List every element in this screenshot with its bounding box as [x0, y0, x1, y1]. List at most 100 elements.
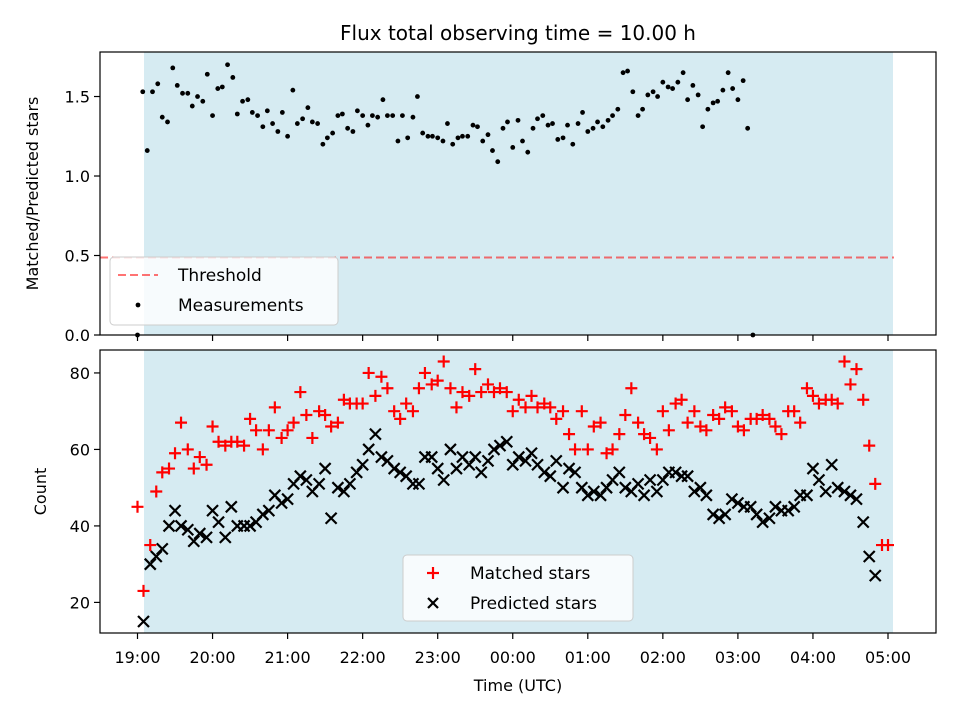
predicted-star-point	[500, 435, 514, 449]
top-legend-box	[109, 256, 339, 326]
measurement-point	[270, 121, 275, 126]
predicted-star-point	[787, 500, 801, 514]
matched-star-point	[206, 420, 219, 433]
matched-star-point	[456, 386, 469, 399]
top-x-ticks	[136, 335, 889, 341]
x-tick-label: 21:00	[265, 648, 311, 667]
predicted-star-point	[831, 481, 844, 494]
bottom-y-tick-label: 20	[70, 593, 90, 612]
matched-star-point	[131, 500, 144, 513]
measurement-point	[475, 124, 480, 130]
measurement-point	[520, 138, 525, 144]
x-tick-label: 02:00	[640, 648, 686, 667]
measurement-point	[480, 138, 486, 144]
matched-star-point	[844, 378, 857, 391]
predicted-star-point	[862, 550, 876, 563]
predicted-star-point	[543, 469, 557, 483]
measurement-point	[290, 87, 296, 93]
predicted-star-point	[481, 454, 495, 468]
matched-star-point	[794, 416, 807, 429]
matched-star-point	[300, 409, 313, 422]
predicted-star-point	[444, 443, 457, 456]
matched-star-point	[175, 416, 188, 429]
predicted-star-point	[369, 427, 382, 441]
matched-star-point	[806, 389, 819, 402]
predicted-star-point	[637, 489, 651, 502]
measurement-point	[540, 113, 546, 118]
matched-star-point	[231, 435, 244, 448]
measurement-point	[140, 89, 146, 95]
matched-star-point	[187, 462, 200, 475]
matched-stars-points	[131, 355, 894, 597]
matched-star-point	[238, 439, 251, 452]
measurement-point	[345, 125, 351, 131]
matched-star-point	[587, 420, 600, 433]
predicted-star-point	[350, 466, 363, 479]
predicted-star-point	[343, 477, 357, 491]
matched-star-point	[812, 397, 825, 410]
matched-star-point	[487, 386, 500, 399]
measurement-point	[415, 94, 420, 99]
measurement-point	[700, 124, 706, 130]
predicted-star-point	[356, 458, 369, 472]
measurement-point	[275, 129, 281, 134]
predicted-star-point	[650, 485, 664, 498]
matched-star-point	[163, 462, 176, 475]
legend-measurements-label: Measurements	[178, 296, 304, 316]
bottom-legend: Matched stars Predicted stars	[402, 554, 634, 622]
measurement-point	[640, 106, 645, 112]
bottom-panel: 20 40 60 80 19:00 20:00 21:00 22:00 23:00 00:00 0…	[31, 349, 937, 695]
predicted-star-point	[706, 508, 720, 521]
matched-star-point	[244, 412, 257, 425]
predicted-star-point	[619, 481, 632, 494]
matched-star-point	[381, 382, 394, 395]
matched-star-point	[493, 382, 506, 395]
predicted-star-point	[281, 492, 294, 506]
matched-star-point	[469, 363, 482, 376]
matched-star-point	[294, 386, 307, 399]
matched-star-point	[613, 428, 626, 441]
predicted-star-point	[487, 443, 501, 456]
legend-matched-swatch	[427, 567, 439, 579]
matched-star-point	[700, 424, 713, 437]
matched-star-point	[688, 405, 701, 418]
predicted-star-point	[731, 496, 745, 510]
predicted-star-point	[562, 462, 576, 475]
measurement-point	[350, 129, 356, 134]
measurement-point	[285, 133, 290, 139]
predicted-star-point	[750, 508, 763, 521]
matched-star-point	[644, 431, 657, 444]
predicted-star-point	[844, 489, 857, 502]
predicted-star-point	[468, 450, 482, 464]
predicted-star-point	[800, 489, 814, 502]
predicted-star-point	[581, 489, 595, 502]
measurement-point	[625, 68, 630, 74]
matched-star-point	[681, 416, 694, 429]
predicted-star-point	[300, 473, 313, 487]
predicted-star-point	[425, 450, 438, 464]
predicted-star-point	[550, 454, 563, 468]
measurement-point	[200, 98, 206, 104]
predicted-star-point	[393, 466, 407, 479]
matched-star-point	[557, 405, 570, 418]
predicted-star-point	[769, 500, 782, 514]
measurement-point	[610, 113, 615, 118]
measurement-point	[219, 84, 225, 90]
matched-star-point	[137, 584, 150, 597]
predicted-star-point	[700, 489, 713, 502]
measurement-point	[210, 113, 215, 118]
measurement-point	[470, 122, 476, 128]
measurement-point	[234, 111, 240, 117]
matched-star-point	[412, 382, 425, 395]
matched-star-point	[632, 416, 645, 429]
matched-star-point	[500, 386, 513, 399]
predicted-star-point	[856, 515, 870, 529]
predicted-star-point	[744, 500, 757, 514]
predicted-star-point	[519, 454, 532, 468]
top-measurement-points	[135, 62, 756, 338]
measurement-point	[435, 135, 441, 141]
matched-star-point	[512, 393, 525, 406]
matched-star-point	[625, 382, 638, 395]
matched-star-point	[418, 366, 431, 379]
predicted-star-point	[212, 515, 225, 529]
